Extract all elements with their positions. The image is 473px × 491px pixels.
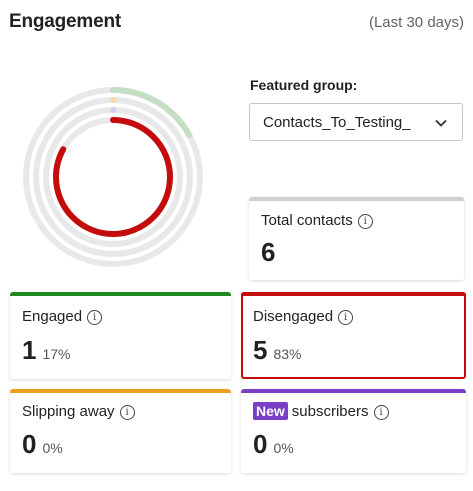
featured-group-value: Contacts_To_Testing_: [263, 114, 411, 131]
new-subscribers-value: 0: [253, 429, 268, 459]
slipping-away-percent: 0%: [42, 440, 63, 456]
engaged-label: Engaged: [22, 308, 83, 325]
info-icon[interactable]: i: [373, 405, 389, 420]
info-icon[interactable]: i: [357, 214, 373, 229]
slipping-ring-track: [33, 97, 193, 257]
disengaged-bar: [241, 292, 466, 296]
new-subscribers-percent: 0%: [273, 440, 294, 456]
new-subscribers-label: subscribers: [291, 403, 369, 420]
new-ring-arc: [43, 107, 183, 247]
slipping-ring-arc: [33, 97, 193, 257]
disengaged-percent: 83%: [273, 346, 302, 362]
info-icon[interactable]: i: [338, 310, 354, 325]
info-icon[interactable]: i: [87, 310, 103, 325]
disengaged-label: Disengaged: [253, 308, 334, 325]
engagement-donut-chart: [23, 87, 203, 267]
slipping-away-label: Slipping away: [22, 403, 115, 420]
total-contacts-bar: [249, 197, 464, 201]
slipping-away-bar: [10, 389, 231, 393]
new-subscribers-bar: [241, 389, 466, 393]
engaged-bar: [10, 292, 231, 296]
total-contacts-label: Total contacts: [261, 212, 353, 229]
info-icon[interactable]: i: [119, 405, 135, 420]
engaged-card[interactable]: Engaged i 1 17%: [10, 292, 231, 379]
disengaged-card[interactable]: Disengaged i 5 83%: [241, 292, 466, 379]
new-ring-track: [43, 107, 183, 247]
new-subscribers-card[interactable]: New subscribers i 0 0%: [241, 389, 466, 473]
disengaged-ring-arc: [53, 117, 173, 237]
featured-group-label: Featured group:: [250, 77, 358, 93]
slipping-away-value: 0: [22, 429, 37, 459]
page-title: Engagement: [9, 11, 122, 32]
new-badge: New: [253, 402, 288, 420]
engaged-value: 1: [22, 335, 37, 365]
slipping-away-card[interactable]: Slipping away i 0 0%: [10, 389, 231, 473]
total-contacts-card: Total contacts i 6: [249, 197, 464, 280]
engaged-percent: 17%: [42, 346, 71, 362]
disengaged-value: 5: [253, 335, 268, 365]
featured-group-select[interactable]: Contacts_To_Testing_: [249, 103, 463, 141]
total-contacts-value: 6: [261, 237, 276, 267]
chevron-down-icon: [435, 119, 447, 127]
engaged-ring-arc: [23, 87, 203, 267]
date-range-label: (Last 30 days): [368, 14, 464, 31]
